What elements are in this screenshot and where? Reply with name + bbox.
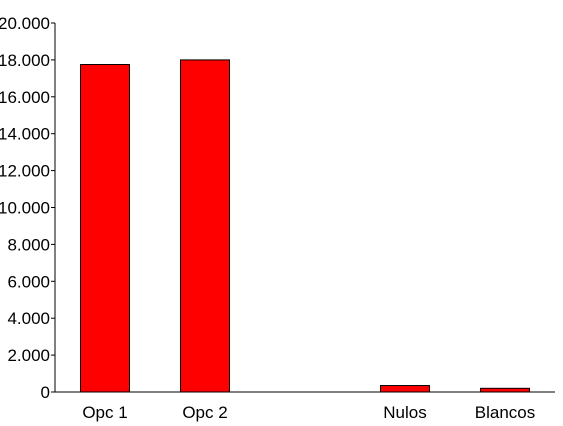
y-tick-label: 12.000 bbox=[0, 162, 50, 181]
y-tick-label: 6.000 bbox=[7, 272, 50, 291]
y-tick-label: 20.000 bbox=[0, 14, 50, 33]
y-tick-label: 16.000 bbox=[0, 88, 50, 107]
y-tick-label: 14.000 bbox=[0, 125, 50, 144]
bars bbox=[80, 59, 530, 393]
y-tick-label: 8.000 bbox=[7, 235, 50, 254]
y-tick-label: 4.000 bbox=[7, 309, 50, 328]
x-tick-label: Opc 2 bbox=[182, 403, 227, 422]
x-axis-labels: Opc 1 Opc 2 Nulos Blancos bbox=[82, 403, 535, 422]
bar bbox=[180, 59, 230, 393]
y-axis-ticks: 0 2.000 4.000 6.000 8.000 10.000 12.000 14.000 1… bbox=[0, 14, 55, 402]
bar bbox=[80, 64, 130, 393]
x-tick-label: Blancos bbox=[475, 403, 535, 422]
y-tick-label: 18.000 bbox=[0, 51, 50, 70]
x-tick-label: Opc 1 bbox=[82, 403, 127, 422]
y-tick-label: 2.000 bbox=[7, 346, 50, 365]
bar bbox=[380, 385, 430, 393]
bar bbox=[480, 387, 530, 393]
y-tick-label: 10.000 bbox=[0, 199, 50, 218]
x-tick-label: Nulos bbox=[383, 403, 426, 422]
y-tick-label: 0 bbox=[41, 383, 50, 402]
